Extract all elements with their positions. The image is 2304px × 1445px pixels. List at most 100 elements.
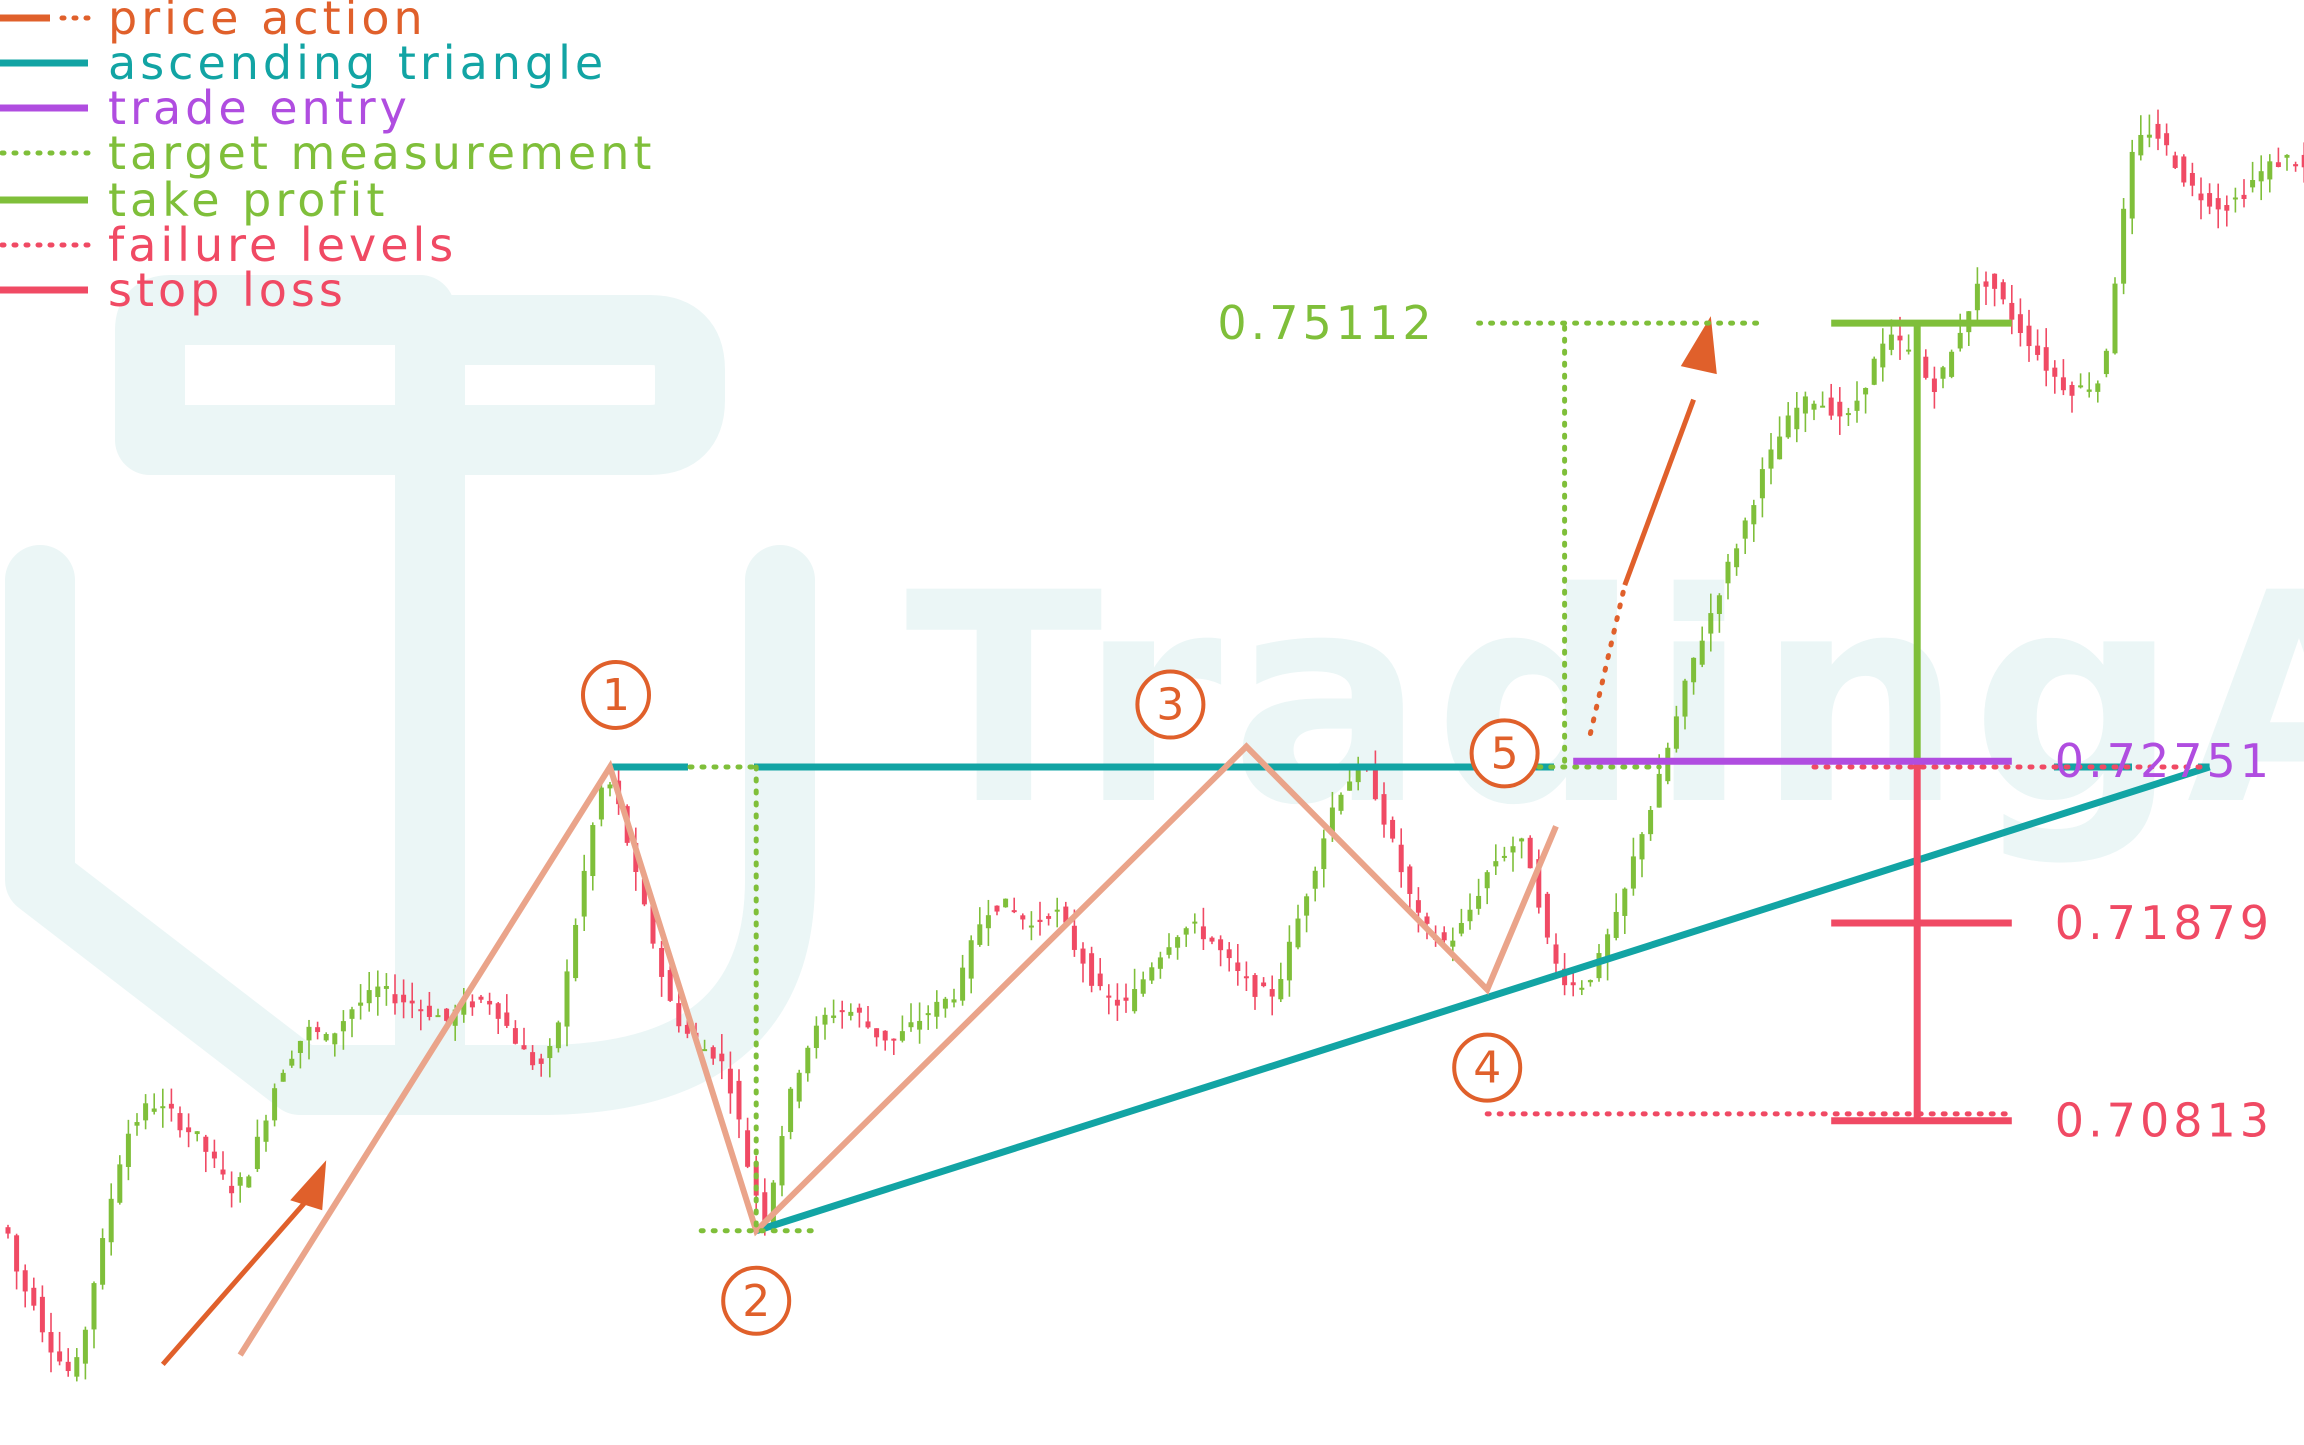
candle: [1011, 897, 1017, 914]
candle-body: [177, 1113, 183, 1131]
legend-item: price action: [0, 0, 423, 45]
candle-body: [2301, 154, 2304, 168]
candle: [1587, 979, 1593, 987]
candle: [2284, 154, 2290, 171]
candle: [203, 1134, 209, 1173]
candle: [1974, 267, 1980, 322]
candle: [358, 984, 364, 1020]
candle: [108, 1183, 114, 1256]
candle-body: [667, 970, 673, 1001]
candle-body: [1114, 999, 1120, 1006]
candle: [1407, 864, 1413, 909]
candle: [168, 1088, 174, 1122]
candle: [1768, 433, 1774, 485]
candle-body: [917, 1020, 923, 1030]
candle-body: [2121, 208, 2127, 284]
candle: [1381, 782, 1387, 838]
candle-body: [1218, 939, 1224, 951]
candle-body: [2103, 350, 2109, 375]
candle-body: [848, 1011, 854, 1016]
candle-body: [1587, 980, 1593, 983]
candle: [57, 1331, 63, 1366]
candle: [1493, 844, 1499, 876]
candle-body: [2189, 172, 2195, 186]
candle-body: [641, 879, 647, 905]
pattern-point-circle: [1135, 669, 1206, 740]
candle-body: [1682, 680, 1688, 717]
candle-body: [2138, 134, 2144, 156]
candle: [2129, 139, 2135, 235]
candle-body: [598, 787, 604, 820]
candle-body: [1906, 349, 1912, 352]
candle-body: [1716, 595, 1722, 615]
candle-body: [220, 1169, 226, 1175]
candle-body: [994, 905, 1000, 912]
candle: [564, 959, 570, 1047]
candle-body: [1295, 918, 1301, 948]
candle-body: [358, 1002, 364, 1006]
candle: [426, 991, 432, 1021]
candle-body: [2241, 194, 2247, 200]
candle-body: [2086, 389, 2092, 392]
candle-body: [1261, 982, 1267, 987]
candle: [392, 974, 398, 1015]
pattern-point-marker: 2: [721, 1265, 792, 1336]
candle: [538, 1053, 544, 1077]
candle: [1966, 311, 1972, 346]
candle-body: [401, 994, 407, 1003]
legend-label: take profit: [108, 173, 388, 227]
candle-body: [263, 1120, 269, 1142]
candle-body: [1596, 953, 1602, 979]
candle: [1725, 553, 1731, 600]
candle: [1519, 837, 1525, 859]
candle: [555, 1020, 561, 1053]
candle: [1527, 835, 1533, 869]
candle: [805, 1045, 811, 1082]
pattern-point-marker: 4: [1452, 1032, 1523, 1103]
candle-body: [2155, 123, 2161, 139]
candle-body: [977, 924, 983, 945]
candle-body: [1278, 979, 1284, 1000]
candle-body: [925, 1013, 931, 1016]
candle: [1089, 946, 1095, 993]
candle: [1708, 593, 1714, 652]
candle: [1458, 908, 1464, 937]
candle: [1415, 887, 1421, 933]
candle-body: [813, 1025, 819, 1049]
candle: [2293, 161, 2299, 172]
candle-body: [1940, 367, 1946, 379]
candle-body: [1751, 505, 1757, 525]
candle-body: [710, 1047, 716, 1059]
candle: [306, 1019, 312, 1060]
candle-body: [1777, 436, 1783, 460]
candle-body: [2078, 385, 2084, 388]
candle: [186, 1113, 192, 1148]
candle-body: [1742, 520, 1748, 539]
candle: [839, 1000, 845, 1029]
candle: [710, 1045, 716, 1065]
candle-body: [1613, 911, 1619, 938]
candle-body: [1854, 400, 1860, 411]
candle: [719, 1034, 725, 1080]
candle-body: [1734, 548, 1740, 568]
candle: [1372, 750, 1378, 801]
candle-body: [1372, 767, 1378, 800]
candle: [1020, 913, 1026, 930]
candle-body: [2060, 377, 2066, 391]
legend-label: stop loss: [108, 263, 347, 317]
candle: [272, 1083, 278, 1127]
candle: [1054, 897, 1060, 928]
candle-body: [31, 1287, 37, 1306]
candle-body: [727, 1068, 733, 1094]
candle-body: [2293, 164, 2299, 167]
candle: [91, 1281, 97, 1349]
candle-body: [2017, 314, 2023, 334]
candle-body: [934, 1001, 940, 1017]
pattern-point-marker: 1: [581, 659, 651, 730]
candle: [1476, 878, 1482, 915]
candle: [1140, 971, 1146, 997]
candle-body: [2026, 325, 2032, 347]
candle: [865, 1005, 871, 1029]
candle: [1699, 626, 1705, 668]
candle: [65, 1348, 71, 1377]
